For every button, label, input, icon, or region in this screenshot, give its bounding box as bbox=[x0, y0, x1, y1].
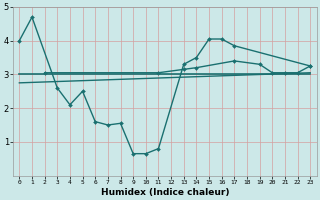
X-axis label: Humidex (Indice chaleur): Humidex (Indice chaleur) bbox=[100, 188, 229, 197]
